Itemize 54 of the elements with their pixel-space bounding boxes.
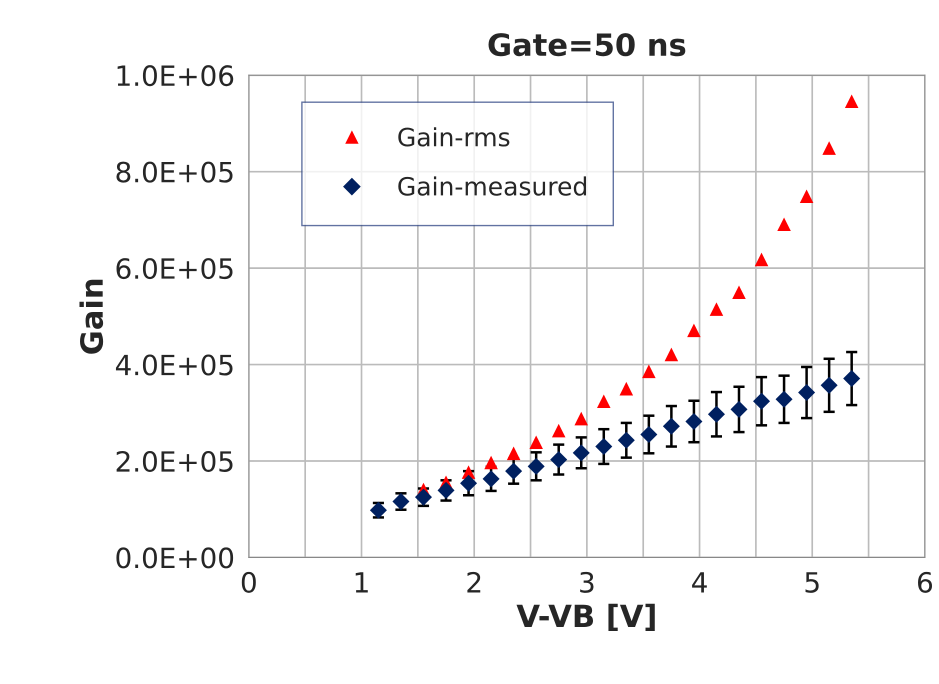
point — [620, 382, 634, 396]
point — [460, 474, 478, 492]
y-tick-label: 0.0E+00 — [116, 547, 234, 568]
point — [640, 426, 658, 443]
point — [595, 438, 612, 456]
point — [574, 412, 588, 426]
chart-title: Gate=50 ns — [488, 33, 686, 56]
point — [732, 285, 746, 300]
x-tick-label: 5 — [806, 572, 819, 593]
point — [552, 424, 566, 438]
point — [820, 376, 838, 394]
point — [844, 94, 858, 108]
y-tick-label: 4.0E+05 — [116, 354, 233, 376]
point — [642, 364, 656, 378]
y-tick-label: 8.0E+05 — [116, 162, 233, 183]
x-tick-label: 6 — [918, 572, 932, 593]
point — [685, 412, 702, 430]
point — [708, 406, 725, 423]
x-tick-label: 0 — [242, 572, 256, 593]
point — [822, 141, 836, 155]
legend-label: Gain-rms — [398, 127, 510, 147]
point — [800, 190, 814, 204]
point — [664, 348, 678, 362]
legend-label: Gain-measured — [398, 176, 586, 196]
point — [528, 458, 545, 475]
point — [618, 432, 635, 449]
x-tick-label: 3 — [580, 572, 594, 593]
point — [550, 451, 568, 468]
point — [798, 384, 816, 402]
point — [505, 462, 522, 480]
point — [753, 392, 770, 410]
point — [529, 435, 543, 449]
point — [754, 252, 768, 266]
point — [777, 217, 791, 232]
point — [438, 482, 455, 499]
x-tick-label: 4 — [692, 572, 707, 592]
point — [843, 370, 860, 388]
x-axis-title: V-VB [V] — [516, 604, 655, 632]
point — [572, 444, 590, 462]
point — [597, 394, 611, 408]
y-tick-label: 6.0E+05 — [116, 258, 233, 280]
y-axis-title: Gain — [79, 280, 104, 354]
x-tick-label: 2 — [467, 572, 480, 592]
point — [710, 302, 724, 316]
y-tick-label: 2.0E+05 — [116, 450, 233, 472]
point — [730, 400, 748, 418]
point — [482, 470, 500, 488]
y-tick-label: 1.0E+06 — [118, 65, 234, 86]
x-tick-label: 1 — [356, 572, 368, 592]
point — [506, 446, 520, 460]
point — [687, 324, 701, 338]
point — [662, 418, 680, 435]
point — [484, 456, 498, 470]
point — [776, 390, 793, 408]
